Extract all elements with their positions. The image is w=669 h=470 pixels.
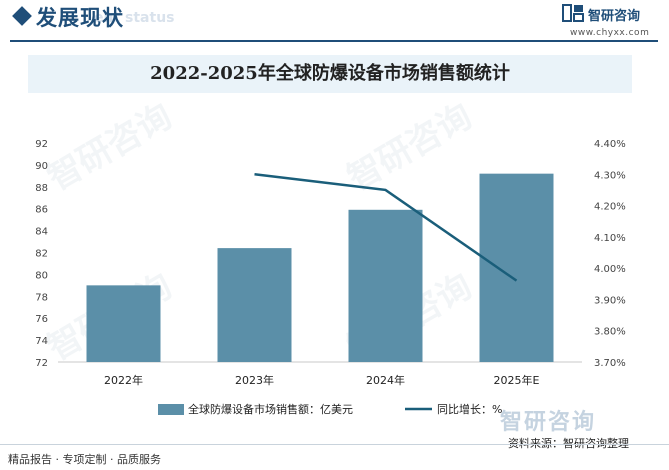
y-tick-left: 90: [35, 161, 48, 172]
y-axis-left: 72 74 76 78 80 82 84 86 88 90 92: [35, 139, 48, 369]
growth-line: [254, 173, 518, 282]
y-tick-right: 3.80%: [594, 327, 626, 338]
y-tick-right: 4.00%: [594, 264, 626, 275]
logo-url: www.chyxx.com: [570, 28, 650, 38]
y-tick-left: 76: [35, 314, 48, 325]
y-tick-left: 84: [35, 227, 48, 238]
y-tick-right: 3.70%: [594, 358, 626, 369]
y-tick-left: 78: [35, 292, 48, 303]
y-tick-right: 4.40%: [594, 139, 626, 150]
y-tick-right: 4.20%: [594, 202, 626, 213]
header-divider: [10, 40, 658, 42]
bar: [86, 285, 161, 362]
footer-slogan: 精品报告 · 专项定制 · 品质服务: [8, 453, 161, 466]
bar: [348, 209, 423, 362]
legend-label-growth: 同比增长：%: [437, 402, 502, 416]
footer-divider: [0, 444, 669, 445]
y-tick-left: 80: [35, 270, 48, 281]
footer-logo-text: 智研咨询: [500, 410, 597, 435]
y-tick-right: 3.90%: [594, 295, 626, 306]
section-title: 发展现状: [36, 6, 124, 30]
y-axis-right: 3.70% 3.80% 3.90% 4.00% 4.10% 4.20% 4.30% 4.40%: [594, 139, 626, 369]
x-axis: 2022年 2023年 2024年 2025年E: [104, 373, 540, 387]
y-tick-left: 88: [35, 183, 48, 194]
y-tick-right: 4.30%: [594, 170, 626, 181]
bar: [479, 173, 554, 362]
logo-text: 智研咨询: [588, 9, 641, 24]
bars: [86, 173, 554, 362]
header: ent status 发展现状 智研咨询 www.chyxx.com: [0, 0, 669, 40]
y-tick-left: 92: [35, 139, 48, 150]
chart-title-band: [28, 55, 632, 93]
y-tick-left: 74: [35, 336, 48, 347]
y-tick-right: 4.10%: [594, 233, 626, 244]
chart-title: 2022-2025年全球防爆设备市场销售额统计: [150, 63, 510, 84]
x-tick-label: 2022年: [104, 373, 143, 387]
source-text: 资料来源：智研咨询整理: [508, 437, 629, 450]
y-tick-left: 86: [35, 205, 48, 216]
logo-icon: [562, 4, 584, 22]
y-tick-left: 72: [35, 358, 48, 369]
x-tick-label: 2023年: [235, 373, 274, 387]
legend: 全球防爆设备市场销售额：亿美元 同比增长：%: [158, 402, 502, 416]
bar: [217, 248, 292, 362]
legend-swatch-sales: [158, 404, 184, 415]
legend-label-sales: 全球防爆设备市场销售额：亿美元: [188, 402, 353, 416]
y-tick-left: 82: [35, 249, 48, 260]
x-tick-label: 2024年: [366, 373, 405, 387]
x-tick-label: 2025年E: [494, 373, 540, 387]
section-subtitle: ent status: [94, 10, 175, 26]
